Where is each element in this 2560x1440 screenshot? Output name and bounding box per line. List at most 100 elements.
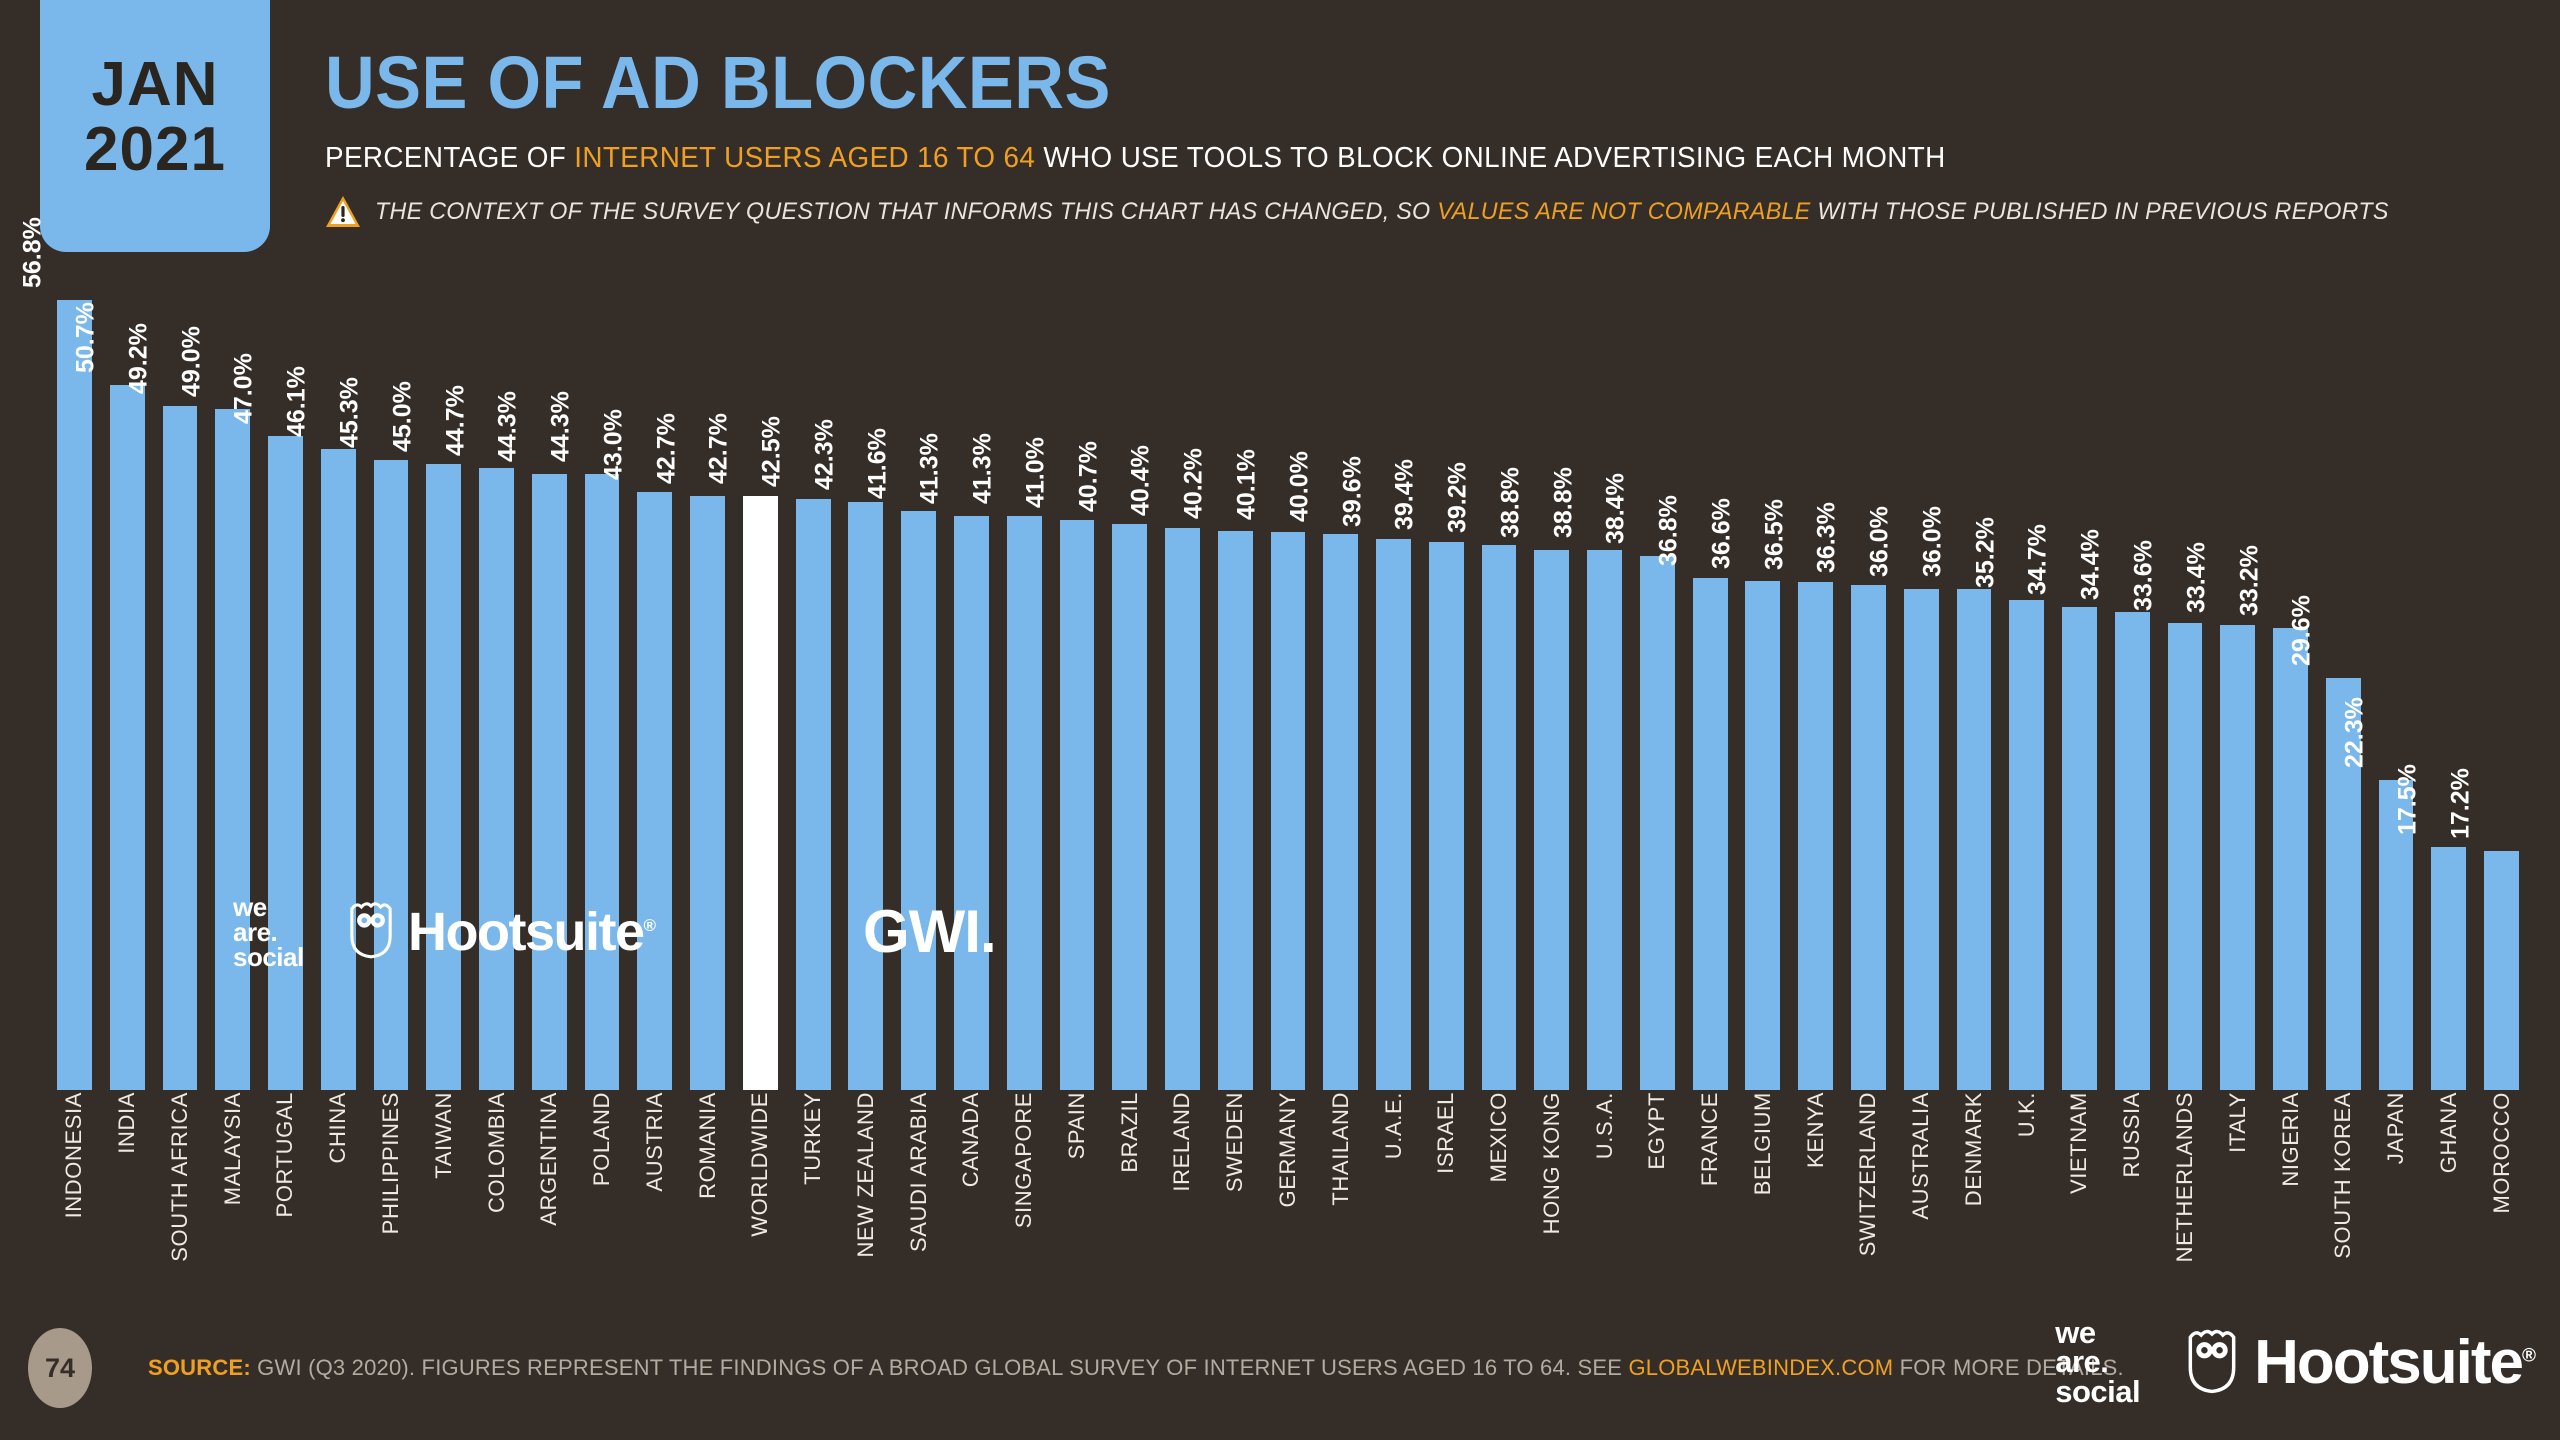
bar[interactable]: 44.3% xyxy=(547,391,620,1090)
bar[interactable]: 42.7% xyxy=(652,413,725,1090)
bar[interactable]: 49.2% xyxy=(124,323,198,1090)
bar[interactable]: 38.4% xyxy=(1602,473,1675,1090)
x-axis-label-cell: MOROCCO xyxy=(2475,1092,2528,1272)
x-axis-label: NETHERLANDS xyxy=(2172,1092,2197,1263)
bar-cell: 56.8% xyxy=(19,217,101,1090)
bar[interactable]: 42.3% xyxy=(810,419,884,1090)
x-axis-label-cell: U.K. xyxy=(2000,1092,2053,1272)
bar[interactable]: 35.2% xyxy=(1971,518,2045,1090)
x-axis-label-cell: SAUDI ARABIA xyxy=(892,1092,945,1272)
x-axis-label-cell: SOUTH KOREA xyxy=(2317,1092,2370,1272)
x-axis-label: MEXICO xyxy=(1486,1092,1512,1183)
x-axis-label-cell: AUSTRALIA xyxy=(1895,1092,1948,1272)
bar[interactable]: 38.8% xyxy=(1496,467,1570,1090)
bar[interactable]: 33.2% xyxy=(2235,545,2308,1090)
bar-cell: 45.0% xyxy=(388,300,470,1090)
bar[interactable]: 40.2% xyxy=(1180,448,1253,1090)
x-axis-label-cell: AUSTRIA xyxy=(628,1092,681,1272)
bar[interactable]: 34.4% xyxy=(2077,529,2150,1090)
x-axis-label: AUSTRALIA xyxy=(1908,1092,1934,1220)
page-title: USE OF AD BLOCKERS xyxy=(325,41,1111,124)
bar[interactable]: 46.1% xyxy=(283,366,356,1090)
bar[interactable]: 36.8% xyxy=(1655,495,1728,1090)
source-link[interactable]: GLOBALWEBINDEX.COM xyxy=(1628,1355,1894,1380)
bar[interactable]: 36.5% xyxy=(1760,499,1834,1090)
bar-value-label: 49.0% xyxy=(177,325,206,397)
x-axis-label: KENYA xyxy=(1802,1092,1828,1168)
bar[interactable]: 41.3% xyxy=(916,433,989,1090)
bar-value-label: 36.0% xyxy=(1918,506,1947,578)
bar-cell: 42.3% xyxy=(810,300,892,1090)
warning-note: THE CONTEXT OF THE SURVEY QUESTION THAT … xyxy=(325,195,2520,229)
x-axis-label-cell: FRANCE xyxy=(1684,1092,1737,1272)
bar[interactable]: 42.7% xyxy=(705,413,778,1090)
bar-value-label: 40.2% xyxy=(1179,448,1208,519)
bar-cell: 41.0% xyxy=(1021,300,1104,1090)
x-axis-label: BRAZIL xyxy=(1116,1092,1142,1173)
x-axis-label-cell: NIGERIA xyxy=(2264,1092,2317,1272)
bar[interactable]: 49.0% xyxy=(177,326,251,1090)
bar[interactable]: 22.3% xyxy=(2341,697,2414,1090)
bar-value-label: 33.6% xyxy=(2129,539,2158,611)
bar[interactable]: 41.6% xyxy=(863,429,937,1090)
bar[interactable]: 17.5% xyxy=(2393,764,2467,1090)
x-axis-label-cell: ROMANIA xyxy=(681,1092,734,1272)
source-text-2: FOR MORE DETAILS. xyxy=(1893,1355,2124,1380)
bar-cell: 40.2% xyxy=(1180,300,1262,1090)
bar-cell: 41.3% xyxy=(916,300,998,1090)
bar-cell: 34.4% xyxy=(2077,300,2159,1090)
bar[interactable]: 44.7% xyxy=(441,385,514,1090)
bar-value-label: 41.0% xyxy=(1021,436,1050,508)
bar[interactable]: 40.1% xyxy=(1233,449,1306,1090)
bar[interactable]: 39.4% xyxy=(1391,459,1464,1090)
bar[interactable]: 38.8% xyxy=(1549,467,1622,1090)
bar[interactable]: 36.0% xyxy=(1918,506,1992,1090)
bar[interactable]: 42.5% xyxy=(758,416,831,1090)
x-axis-label: SAUDI ARABIA xyxy=(905,1092,931,1253)
bar[interactable]: 40.7% xyxy=(1074,441,1148,1090)
x-axis-label: AUSTRIA xyxy=(641,1092,667,1192)
bar[interactable]: 41.0% xyxy=(1021,437,1095,1090)
x-axis-label: SOUTH AFRICA xyxy=(166,1092,192,1262)
bar-cell: 34.7% xyxy=(2024,300,2106,1090)
bar[interactable]: 39.2% xyxy=(1444,462,1517,1090)
bar-cell: 39.2% xyxy=(1444,300,1526,1090)
x-axis-label: SWEDEN xyxy=(1222,1092,1248,1193)
bar[interactable]: 43.0% xyxy=(599,409,673,1090)
bar[interactable]: 33.6% xyxy=(2130,540,2203,1090)
bar[interactable]: 45.3% xyxy=(336,377,409,1090)
bar-value-label: 36.5% xyxy=(1760,499,1789,571)
bar[interactable]: 36.6% xyxy=(1707,498,1781,1090)
bar-cell: 46.1% xyxy=(283,300,365,1090)
bar-value-label: 33.4% xyxy=(2182,542,2211,614)
bar[interactable]: 33.4% xyxy=(2182,543,2256,1090)
x-axis-label: SINGAPORE xyxy=(1011,1092,1037,1229)
bar[interactable]: 36.0% xyxy=(1866,506,1939,1090)
bar-value-label: 56.8% xyxy=(18,217,47,288)
bar[interactable]: 47.0% xyxy=(230,353,303,1090)
bar[interactable]: 41.3% xyxy=(969,433,1042,1090)
bar[interactable]: 36.3% xyxy=(1813,502,1886,1090)
bar-value-label: 29.6% xyxy=(2287,595,2316,667)
bar-value-label: 22.3% xyxy=(2340,696,2369,768)
x-axis-label: U.A.E. xyxy=(1380,1092,1406,1160)
date-badge: JAN 2021 xyxy=(40,0,270,252)
bar[interactable]: 34.7% xyxy=(2024,525,2097,1090)
bar[interactable]: 44.3% xyxy=(494,391,567,1090)
bar-value-label: 42.7% xyxy=(704,413,733,485)
bar[interactable]: 45.0% xyxy=(388,381,462,1090)
bar[interactable]: 40.4% xyxy=(1127,445,1200,1090)
bar[interactable]: 17.2% xyxy=(2446,768,2519,1090)
warning-note-part-0: THE CONTEXT OF THE SURVEY QUESTION THAT … xyxy=(375,198,1438,225)
x-axis-label: WORLDWIDE xyxy=(747,1092,773,1237)
bar[interactable]: 39.6% xyxy=(1338,456,1411,1090)
bar[interactable]: 40.0% xyxy=(1285,451,1359,1090)
bar[interactable]: 56.8% xyxy=(19,217,92,1090)
x-axis-label: CHINA xyxy=(325,1092,351,1164)
bar[interactable]: 29.6% xyxy=(2288,595,2361,1090)
x-axis-label: CANADA xyxy=(958,1092,984,1188)
source-text-1: GWI (Q3 2020). FIGURES REPRESENT THE FIN… xyxy=(250,1355,1629,1380)
x-axis-label-cell: KENYA xyxy=(1789,1092,1842,1272)
x-axis-label: GERMANY xyxy=(1274,1092,1300,1208)
bar[interactable]: 50.7% xyxy=(72,302,145,1090)
